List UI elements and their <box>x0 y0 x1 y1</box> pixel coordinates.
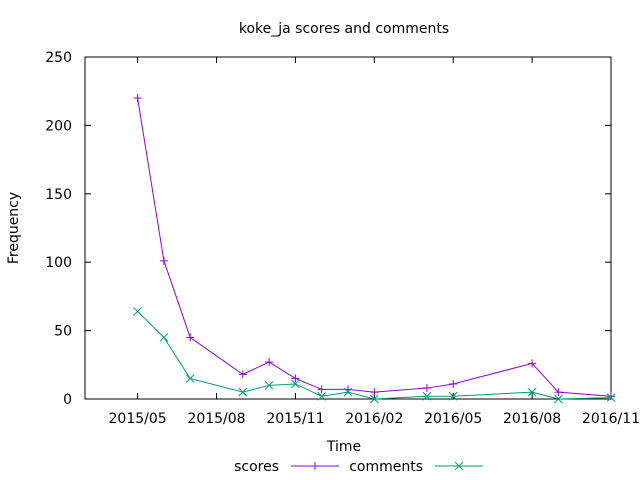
data-point-comments <box>448 391 458 401</box>
data-point-comments <box>238 387 248 397</box>
data-point-scores <box>265 358 274 367</box>
data-point-comments <box>185 374 195 383</box>
y-axis: 0 50 100 150 200 250 <box>45 50 611 408</box>
data-point-scores <box>607 392 615 401</box>
data-point-comments <box>422 391 432 401</box>
data-point-comments <box>133 307 142 316</box>
x-tick-label: 2015/11 <box>266 411 324 427</box>
data-point-scores <box>238 370 247 379</box>
data-point-scores <box>422 384 431 393</box>
legend-label: comments <box>349 459 423 475</box>
y-tick-label: 0 <box>63 392 72 408</box>
plot-frame <box>84 56 612 400</box>
y-tick-label: 250 <box>45 50 72 66</box>
data-point-scores <box>159 256 168 265</box>
data-point-comments <box>606 393 616 402</box>
data-point-comments <box>159 333 169 342</box>
y-tick-label: 100 <box>45 255 72 271</box>
data-point-comments <box>554 394 563 404</box>
data-point-comments <box>527 387 537 397</box>
data-point-comments <box>264 380 274 390</box>
y-tick-label: 50 <box>54 324 72 340</box>
legend-item-scores: scores <box>234 459 339 475</box>
data-point-scores <box>186 333 195 342</box>
y-tick-label: 150 <box>45 187 72 203</box>
x-tick-label: 2016/11 <box>582 411 640 427</box>
data-point-scores <box>133 94 142 103</box>
x-tick-label: 2016/08 <box>503 411 561 427</box>
data-point-scores <box>554 388 563 397</box>
data-point-comments <box>317 391 327 401</box>
legend-item-comments: comments <box>349 459 483 475</box>
legend-label: scores <box>234 459 279 475</box>
data-point-scores <box>370 388 379 397</box>
data-point-comments <box>369 394 379 404</box>
x-tick-label: 2015/05 <box>109 411 167 427</box>
x-tick-label: 2016/02 <box>345 411 403 427</box>
data-point-scores <box>528 359 537 368</box>
data-point-scores <box>291 374 300 383</box>
data-point-comments <box>343 387 353 397</box>
data-point-comments <box>291 379 300 389</box>
data-point-scores <box>449 379 458 388</box>
chart-title: koke_ja scores and comments <box>239 21 449 37</box>
x-axis-label: Time <box>326 439 361 455</box>
series-layer <box>133 94 616 404</box>
legend-marker <box>311 462 319 470</box>
legend-marker <box>454 461 464 471</box>
series-line-comments <box>137 311 612 400</box>
y-axis-label: Frequency <box>6 192 22 264</box>
x-tick-label: 2016/05 <box>424 411 482 427</box>
series-line-scores <box>137 97 612 397</box>
data-point-scores <box>317 385 326 394</box>
y-tick-label: 200 <box>45 118 72 134</box>
x-axis: 2015/05 2015/08 2015/11 2016/02 2016/05 2016/… <box>109 57 640 427</box>
x-tick-label: 2015/08 <box>187 411 245 427</box>
legend: scores comments <box>234 459 483 475</box>
